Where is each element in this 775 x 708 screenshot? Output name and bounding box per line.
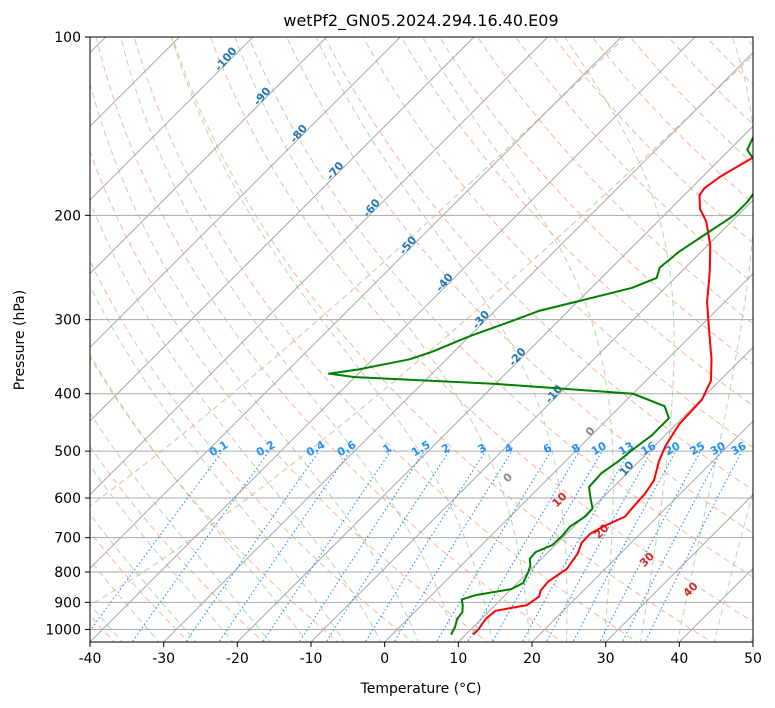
y-tick-label: 700	[54, 531, 81, 547]
plot-frame	[89, 36, 754, 643]
isotherm-line	[384, 273, 753, 642]
y-tick-label: 1000	[45, 622, 81, 638]
y-axis: 1000 900 800 700 600 500 400 300 200 100	[45, 30, 90, 638]
mixing-ratio-line	[131, 450, 270, 642]
mixing-ratio-line	[621, 450, 722, 642]
y-tick-label: 300	[54, 313, 81, 329]
dry-adiabat	[90, 259, 414, 642]
moist-adiabat	[90, 200, 382, 642]
isotherm-line	[605, 494, 753, 642]
isotherm-line	[90, 37, 254, 201]
isotherm-line	[90, 37, 475, 422]
dry-adiabat	[90, 150, 489, 642]
isotherm-line	[310, 199, 753, 642]
x-tick-label: 50	[744, 651, 762, 667]
x-tick-label: 40	[670, 651, 688, 667]
isotherms	[90, 37, 753, 642]
temperature-profile	[472, 156, 753, 636]
isotherm-line	[90, 37, 401, 348]
x-tick-label: 30	[597, 651, 615, 667]
mixing-ratio-line	[298, 450, 425, 642]
mixing-ratio-line	[466, 450, 580, 642]
y-tick-label: 100	[54, 30, 81, 46]
x-tick-label: -40	[79, 651, 102, 667]
mixing-ratio-lines	[90, 450, 743, 642]
profiles	[327, 135, 753, 636]
x-axis-label: Temperature (°C)	[360, 681, 482, 697]
mixing-ratio-line	[393, 450, 513, 642]
mixing-ratio-line	[90, 450, 223, 632]
x-tick-label: 20	[523, 651, 541, 667]
mixing-ratio-line	[262, 450, 392, 642]
y-tick-label: 200	[54, 208, 81, 224]
chart-title: wetPf2_GN05.2024.294.16.40.E09	[283, 11, 558, 31]
y-tick-label: 400	[54, 387, 81, 403]
isotherm-line	[163, 52, 753, 642]
isotherm-line	[90, 37, 549, 496]
mixing-ratio-line	[185, 450, 320, 642]
isotherm-line	[236, 125, 753, 642]
theta-e-line	[90, 37, 626, 507]
x-tick-label: 10	[449, 651, 467, 667]
y-tick-label: 900	[54, 595, 81, 611]
isotherm-line	[90, 37, 328, 275]
mixing-ratio-line	[325, 450, 450, 642]
mixing-ratio-line	[364, 450, 486, 642]
isotherm-line	[90, 37, 622, 569]
y-tick-label: 600	[54, 491, 81, 507]
y-tick-label: 800	[54, 565, 81, 581]
x-axis: -40 -30 -20 -10 0 10 20 30 40 50	[79, 642, 762, 667]
x-tick-label: -20	[226, 651, 249, 667]
mixing-ratio-line	[572, 450, 677, 642]
isotherm-line	[457, 346, 753, 642]
isotherm-line	[531, 420, 753, 642]
moist-adiabat	[90, 81, 419, 642]
y-axis-label: Pressure (hPa)	[12, 290, 28, 390]
mixing-ratio-line	[218, 450, 351, 642]
x-tick-label: -10	[300, 651, 323, 667]
isotherm-line	[90, 37, 180, 127]
isotherm-line	[90, 37, 696, 642]
dewpoint-profile	[327, 135, 753, 635]
x-tick-label: -30	[152, 651, 175, 667]
y-tick-label: 500	[54, 444, 81, 460]
x-tick-label: 0	[380, 651, 389, 667]
mixing-ratio-line	[599, 450, 701, 642]
